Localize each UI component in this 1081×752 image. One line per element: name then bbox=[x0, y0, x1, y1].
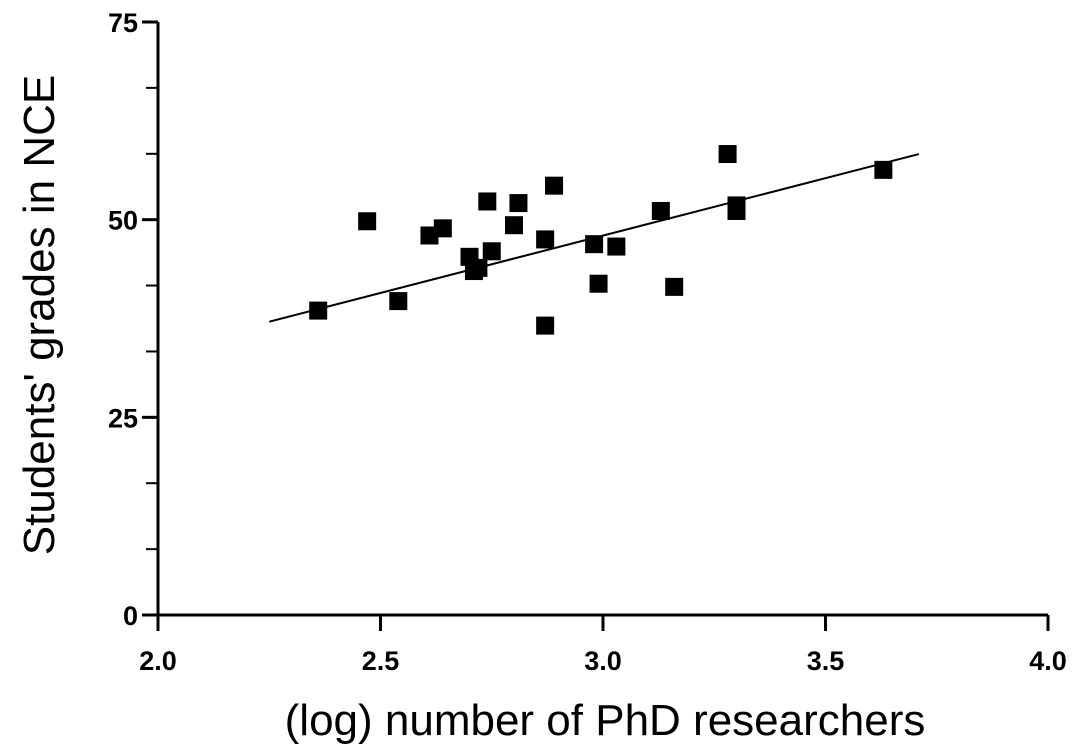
data-point bbox=[536, 316, 555, 335]
data-point bbox=[589, 274, 608, 293]
data-point bbox=[509, 194, 528, 213]
x-tick-label: 3.0 bbox=[584, 646, 622, 676]
data-point bbox=[469, 258, 488, 277]
data-point bbox=[433, 219, 452, 238]
data-point bbox=[309, 301, 328, 320]
data-point bbox=[358, 212, 377, 231]
data-point bbox=[478, 192, 497, 211]
data-point bbox=[727, 196, 746, 215]
data-point bbox=[545, 176, 564, 195]
data-point bbox=[536, 230, 555, 249]
y-tick-label: 0 bbox=[123, 601, 138, 631]
data-point bbox=[505, 216, 523, 235]
data-point bbox=[389, 292, 408, 311]
data-point bbox=[585, 235, 604, 254]
x-tick-label: 3.5 bbox=[807, 646, 845, 676]
x-tick-label: 4.0 bbox=[1029, 646, 1067, 676]
y-tick-label: 25 bbox=[108, 403, 138, 433]
data-point bbox=[607, 237, 626, 256]
y-axis-title: Students' grades in NCE bbox=[15, 75, 64, 555]
x-axis-title: (log) number of PhD researchers bbox=[285, 696, 926, 745]
x-tick-label: 2.0 bbox=[139, 646, 177, 676]
data-point bbox=[874, 160, 893, 179]
axes bbox=[142, 20, 1050, 631]
y-tick-label: 75 bbox=[108, 8, 138, 38]
data-points bbox=[309, 145, 893, 335]
tick-labels: 0 25 50 75 2.0 2.5 3.0 3.5 4.0 bbox=[108, 8, 1067, 676]
y-tick-label: 50 bbox=[108, 206, 138, 236]
data-point bbox=[718, 145, 737, 164]
data-point bbox=[482, 242, 501, 261]
x-tick-label: 2.5 bbox=[362, 646, 400, 676]
data-point bbox=[651, 201, 670, 220]
data-point bbox=[665, 277, 684, 296]
